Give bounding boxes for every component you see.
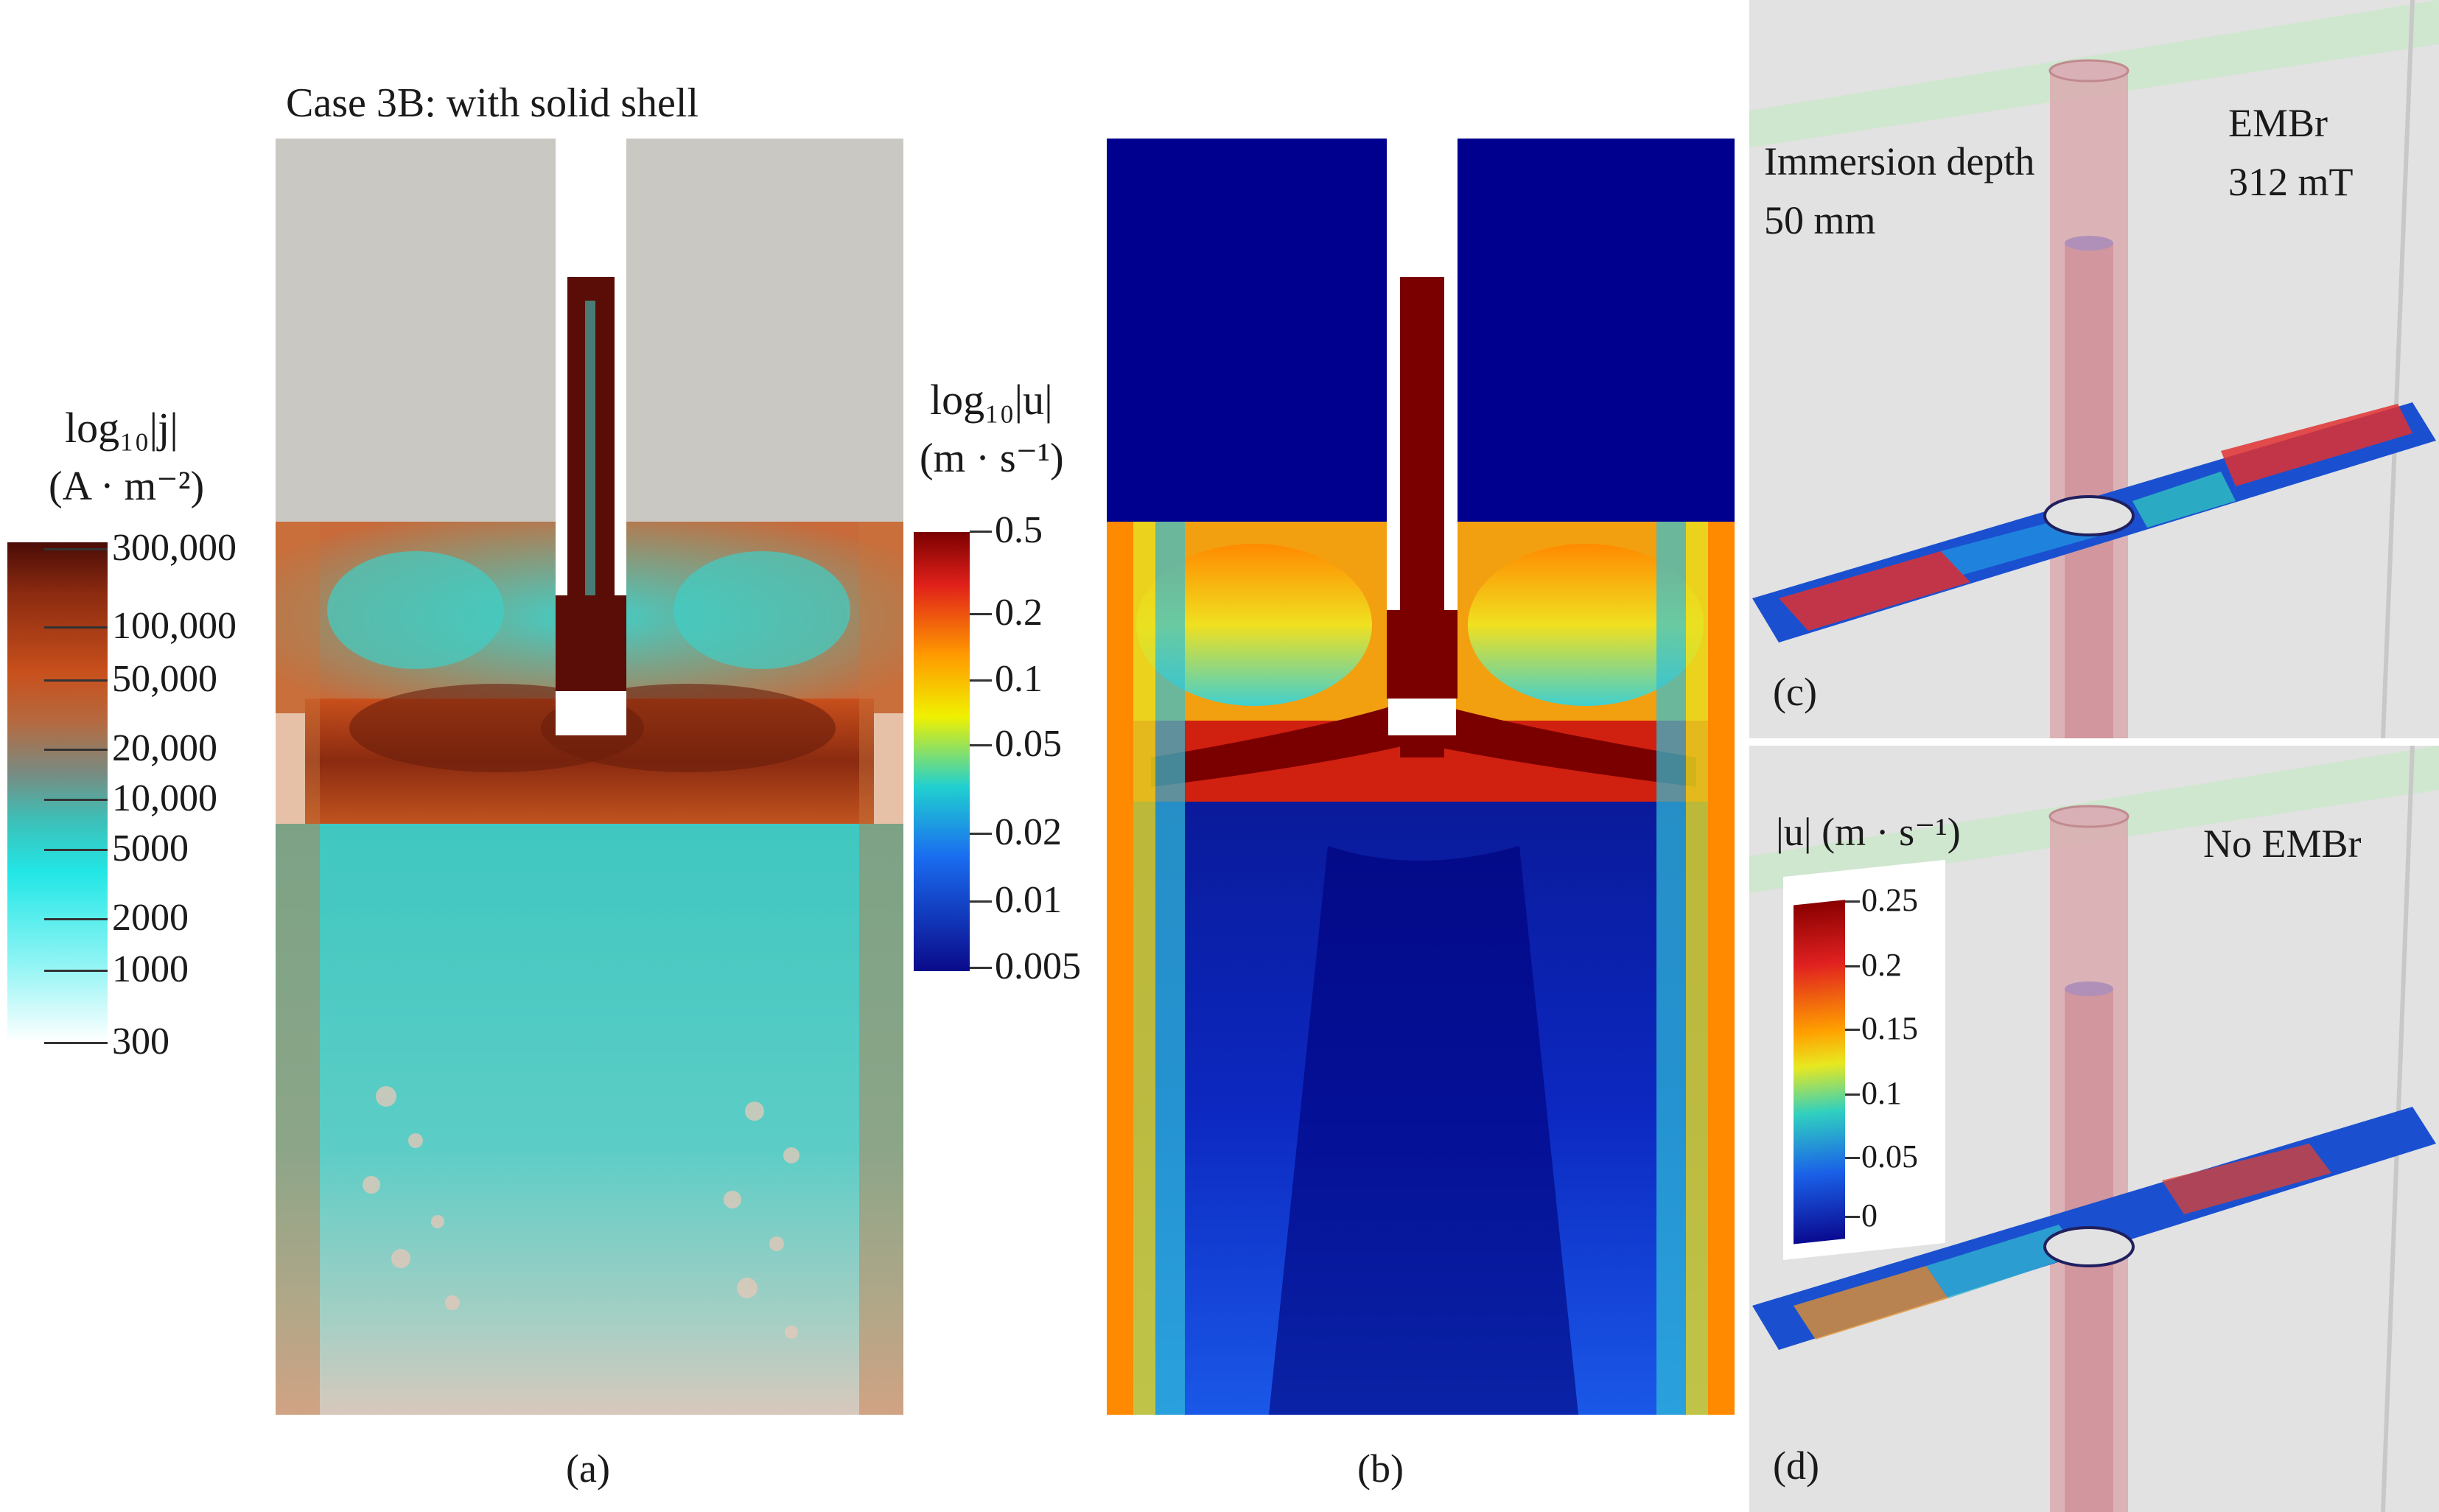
- colorbar-b-tick-mark: [970, 833, 992, 835]
- panel-d-caption: (d): [1773, 1443, 1819, 1488]
- panel-b-caption: (b): [1357, 1446, 1404, 1491]
- colorbar-b-tick-mark: [970, 900, 992, 903]
- colorbar-a-tick-label: 1000: [112, 948, 189, 990]
- colorbar-a-tick-mark: [44, 849, 108, 851]
- colorbar-b-tick-mark: [970, 531, 992, 533]
- colorbar-b-tick-label: 0.005: [995, 945, 1081, 987]
- colorbar-b-label-1: log₁₀|u|: [930, 376, 1053, 424]
- colorbar-a-tick-label: 300,000: [112, 527, 237, 569]
- colorbar-a-tick-label: 20,000: [112, 727, 217, 769]
- panel-c-text-left-1: Immersion depth: [1764, 139, 2035, 183]
- colorbar-a-tick-mark: [44, 679, 108, 682]
- panel-c-view: [1749, 0, 2439, 738]
- colorbar-b-tick-label: 0.02: [995, 811, 1062, 853]
- panel-b-field: [1107, 139, 1735, 1415]
- colorbar-a-tick-mark: [44, 548, 108, 550]
- colorbar-b-tick-label: 0.1: [995, 658, 1043, 700]
- colorbar-a-label-2: (A · m⁻²): [49, 463, 205, 509]
- colorbar-a-tick-label: 50,000: [112, 658, 217, 700]
- panel-c-caption: (c): [1773, 670, 1817, 714]
- colorbar-b: [914, 532, 970, 971]
- colorbar-d-tick-label: 0: [1861, 1197, 1878, 1233]
- panel-a-field: [276, 139, 903, 1415]
- colorbar-a-tick-label: 5000: [112, 827, 189, 869]
- colorbar-d-tick-label: 0.25: [1861, 882, 1918, 918]
- colorbar-a-tick-label: 100,000: [112, 605, 237, 647]
- colorbar-d-tick-mark: [1845, 1029, 1860, 1031]
- colorbar-b-label-2: (m · s⁻¹): [920, 435, 1064, 481]
- colorbar-a-tick-mark: [44, 970, 108, 972]
- colorbar-b-tick-mark: [970, 679, 992, 682]
- colorbar-b-tick-mark: [970, 613, 992, 615]
- colorbar-a-tick-mark: [44, 1042, 108, 1044]
- colorbar-d-tick-label: 0.15: [1861, 1010, 1918, 1046]
- colorbar-a-tick-label: 2000: [112, 897, 189, 939]
- colorbar-d-tick-mark: [1845, 900, 1860, 903]
- colorbar-a-tick-label: 300: [112, 1021, 169, 1063]
- colorbar-b-tick-label: 0.05: [995, 723, 1062, 765]
- colorbar-a-tick-mark: [44, 799, 108, 801]
- colorbar-b-tick-label: 0.5: [995, 509, 1043, 551]
- colorbar-d-tick-mark: [1845, 1093, 1860, 1096]
- colorbar-d: [1794, 900, 1845, 1245]
- colorbar-a-tick-mark: [44, 626, 108, 629]
- colorbar-a-tick-label: 10,000: [112, 777, 217, 819]
- panel-a-caption: (a): [566, 1446, 610, 1491]
- colorbar-b-tick-label: 0.2: [995, 592, 1043, 634]
- panel-a-title: Case 3B: with solid shell: [286, 80, 699, 126]
- colorbar-a-label-1: log₁₀|j|: [65, 404, 178, 452]
- panel-c-text-left-2: 50 mm: [1764, 198, 1876, 242]
- colorbar-d-label: |u| (m · s⁻¹): [1776, 810, 1961, 854]
- colorbar-a-tick-mark: [44, 918, 108, 920]
- colorbar-d-tick-mark: [1845, 965, 1860, 967]
- panel-c-text-right-1: EMBr: [2228, 101, 2328, 145]
- panel-c-text-right-2: 312 mT: [2228, 160, 2354, 204]
- colorbar-d-tick-mark: [1845, 1157, 1860, 1159]
- colorbar-a: [7, 542, 108, 1042]
- colorbar-d-tick-mark: [1845, 1216, 1860, 1218]
- colorbar-d-tick-label: 0.05: [1861, 1138, 1918, 1175]
- colorbar-b-tick-label: 0.01: [995, 879, 1062, 921]
- colorbar-d-tick-label: 0.2: [1861, 947, 1902, 983]
- panel-d-text-right: No EMBr: [2203, 822, 2362, 866]
- colorbar-b-tick-mark: [970, 967, 992, 969]
- colorbar-b-tick-mark: [970, 744, 992, 746]
- colorbar-d-tick-label: 0.1: [1861, 1075, 1902, 1111]
- colorbar-a-tick-mark: [44, 749, 108, 751]
